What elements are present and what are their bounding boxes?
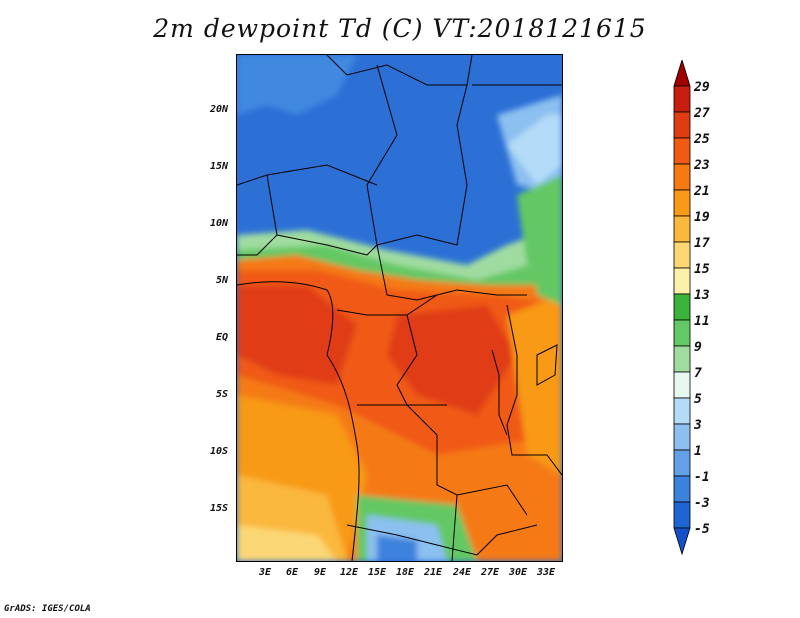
grads-credit: GrADS: IGES/COLA [4,604,91,614]
lat-label-10s: 10S [209,446,228,457]
lon-label-18e: 18E [395,567,415,578]
lon-label-6e: 6E [285,567,299,578]
lat-label-10n: 10N [209,218,228,229]
colorbar-label: 29 [694,80,710,95]
lat-label-15n: 15N [209,161,228,172]
colorbar-label: -5 [694,522,710,537]
colorbar-segment [673,449,691,477]
lon-label-9e: 9E [313,567,327,578]
colorbar-label: 27 [694,106,710,121]
lon-label-24e: 24E [452,567,472,578]
colorbar [673,60,691,556]
colorbar-label: 13 [694,288,710,303]
colorbar-segment [673,189,691,217]
colorbar-segment [673,137,691,165]
lat-label-20n: 20N [209,104,228,115]
colorbar-label: -1 [694,470,710,485]
colorbar-label: 15 [694,262,710,277]
colorbar-label: 25 [694,132,710,147]
colorbar-bottom-arrow [673,527,691,556]
colorbar-label: 7 [694,366,702,381]
lat-label-eq: EQ [215,332,228,343]
colorbar-segment [673,215,691,243]
colorbar-label: 9 [694,340,702,355]
colorbar-segment [673,163,691,191]
colorbar-segment [673,319,691,347]
colorbar-label: 5 [694,392,702,407]
colorbar-segment [673,397,691,425]
lat-label-15s: 15S [209,503,228,514]
colorbar-label: 1 [694,444,702,459]
lat-label-5n: 5N [215,275,228,286]
dewpoint-map [236,54,563,562]
colorbar-segment [673,111,691,139]
colorbar-segment [673,475,691,503]
colorbar-segment [673,501,691,529]
colorbar-label: 19 [694,210,710,225]
colorbar-label: 11 [694,314,710,329]
colorbar-segment [673,371,691,399]
lon-label-3e: 3E [258,567,272,578]
colorbar-segment [673,345,691,373]
chart-title: 2m dewpoint Td (C) VT:2018121615 [153,14,647,43]
dewpoint-field [237,55,562,561]
colorbar-label: 21 [694,184,710,199]
colorbar-segment [673,293,691,321]
lon-label-33e: 33E [536,567,556,578]
colorbar-label: 23 [694,158,710,173]
colorbar-segment [673,241,691,269]
lon-label-12e: 12E [339,567,359,578]
lon-label-27e: 27E [480,567,500,578]
colorbar-top-arrow [673,60,691,87]
lon-label-30e: 30E [508,567,528,578]
colorbar-label: -3 [694,496,710,511]
colorbar-label: 3 [694,418,702,433]
lon-label-15e: 15E [367,567,387,578]
lat-label-5s: 5S [215,389,228,400]
colorbar-label: 17 [694,236,710,251]
colorbar-segment [673,85,691,113]
colorbar-segment [673,423,691,451]
lon-label-21e: 21E [423,567,443,578]
colorbar-segment [673,267,691,295]
